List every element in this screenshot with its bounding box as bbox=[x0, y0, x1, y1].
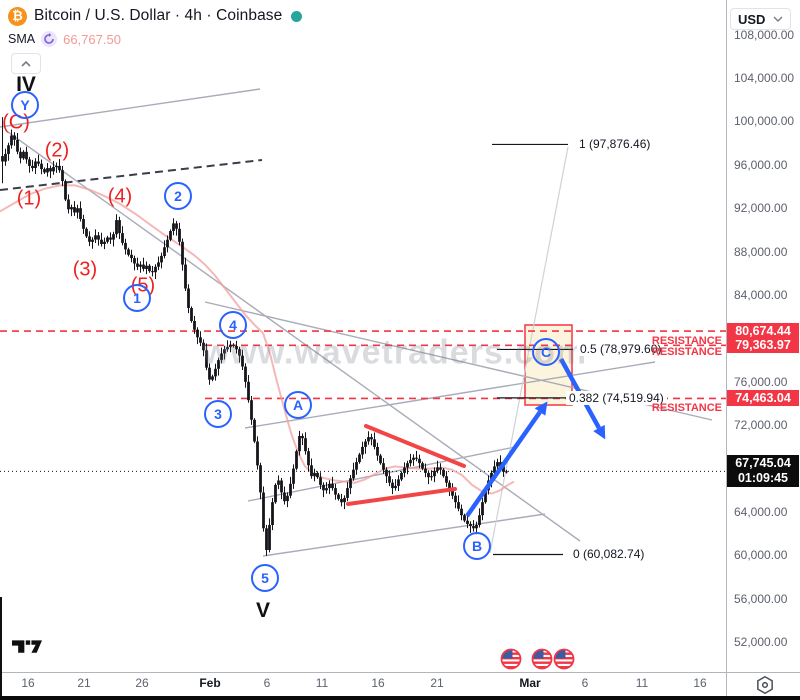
wave-circle-1[interactable]: 1 bbox=[123, 284, 151, 312]
time-tick-Mar: Mar bbox=[519, 676, 541, 690]
time-tick-11: 11 bbox=[635, 676, 649, 690]
market-status-dot[interactable] bbox=[291, 10, 303, 22]
fib-label-0.5: 0.5 (78,979.60) bbox=[577, 342, 665, 357]
wave-label-V[interactable]: V bbox=[255, 599, 271, 622]
resistance-price-badge: 80,674.44 bbox=[727, 323, 799, 340]
symbol-row[interactable]: ₿ Bitcoin / U.S. Dollar · 4h · Coinbase bbox=[8, 5, 303, 27]
economic-event-flag-icon[interactable] bbox=[500, 648, 522, 670]
wave-label-(4)[interactable]: (4) bbox=[107, 185, 133, 208]
fib-label-0: 0 (60,082.74) bbox=[570, 547, 648, 562]
wave-label-(1)[interactable]: (1) bbox=[16, 187, 42, 210]
price-axis-separator bbox=[726, 0, 727, 696]
time-tick-16: 16 bbox=[693, 676, 707, 690]
fib-label-1: 1 (97,876.46) bbox=[576, 137, 654, 152]
bearish-projection-arrow-head bbox=[593, 424, 606, 440]
time-tick-26: 26 bbox=[135, 676, 149, 690]
time-tick-16: 16 bbox=[21, 676, 35, 690]
bitcoin-icon: ₿ bbox=[8, 6, 27, 26]
wave-circle-A[interactable]: A bbox=[284, 391, 312, 419]
price-tick: 88,000.00 bbox=[734, 244, 788, 259]
legend: ₿ Bitcoin / U.S. Dollar · 4h · Coinbase … bbox=[8, 5, 303, 49]
time-tick-Feb: Feb bbox=[199, 676, 221, 690]
wave-label-IV[interactable]: IV bbox=[16, 73, 36, 96]
main-down-channel[interactable] bbox=[7, 131, 581, 542]
price-tick: 60,000.00 bbox=[734, 548, 788, 563]
indicator-row[interactable]: SMA 66,767.50 bbox=[8, 29, 302, 49]
bottom-border bbox=[0, 696, 800, 700]
price-tick: 100,000.00 bbox=[734, 114, 795, 129]
triangle-upper-red[interactable] bbox=[364, 424, 466, 468]
indicator-name[interactable]: SMA bbox=[8, 32, 36, 46]
axis-settings-icon[interactable] bbox=[754, 674, 776, 700]
tradingview-logo[interactable] bbox=[12, 639, 42, 660]
wave-circle-2[interactable]: 2 bbox=[164, 182, 192, 210]
time-tick-11: 11 bbox=[315, 676, 329, 690]
bar-countdown: 01:09:45 bbox=[737, 471, 789, 486]
price-tick: 92,000.00 bbox=[734, 201, 788, 216]
rising-support-line[interactable] bbox=[244, 361, 656, 429]
price-tick: 64,000.00 bbox=[734, 504, 788, 519]
time-axis-separator bbox=[0, 672, 800, 673]
bullish-projection-arrow-head bbox=[534, 401, 548, 416]
wave-circle-Y[interactable]: Y bbox=[11, 91, 39, 119]
currency-selector[interactable]: USD bbox=[730, 8, 791, 30]
price-tick: 96,000.00 bbox=[734, 157, 788, 172]
bottom-trendline[interactable] bbox=[262, 513, 546, 557]
wave-label-(2)[interactable]: (2) bbox=[44, 139, 70, 162]
wave-label-(3)[interactable]: (3) bbox=[72, 258, 98, 281]
chevron-up-icon bbox=[21, 60, 31, 67]
time-tick-21: 21 bbox=[77, 676, 91, 690]
bullish-projection-arrow[interactable] bbox=[465, 410, 542, 518]
collapse-button[interactable] bbox=[11, 53, 41, 74]
triangle-lower-gray[interactable] bbox=[247, 446, 516, 502]
watermark: www.wavetraders.com bbox=[202, 333, 588, 372]
time-tick-16: 16 bbox=[371, 676, 385, 690]
chevron-down-icon bbox=[773, 16, 783, 22]
price-tick: 84,000.00 bbox=[734, 287, 788, 302]
resistance-label-2: RESISTANCE bbox=[651, 346, 722, 358]
currency-label: USD bbox=[738, 11, 766, 27]
economic-event-flag-icon[interactable] bbox=[531, 648, 553, 670]
price-tick: 72,000.00 bbox=[734, 418, 788, 433]
price-tick: 56,000.00 bbox=[734, 591, 788, 606]
wave-circle-C[interactable]: C bbox=[532, 338, 560, 366]
indicator-value: 66,767.50 bbox=[63, 31, 121, 47]
sma-line[interactable] bbox=[0, 184, 515, 495]
price-tick: 76,000.00 bbox=[734, 374, 788, 389]
time-tick-21: 21 bbox=[430, 676, 444, 690]
wave-circle-4[interactable]: 4 bbox=[219, 311, 247, 339]
resistance-price-badge: 74,463.04 bbox=[727, 390, 799, 407]
wave-circle-3[interactable]: 3 bbox=[204, 400, 232, 428]
upper-channel-line[interactable] bbox=[0, 88, 261, 128]
dashed-trend-line[interactable] bbox=[0, 159, 263, 191]
triangle-lower-red[interactable] bbox=[346, 487, 457, 506]
left-edge-line bbox=[0, 597, 2, 696]
wave-circle-B[interactable]: B bbox=[463, 532, 491, 560]
time-tick-6: 6 bbox=[263, 676, 271, 690]
refresh-icon[interactable] bbox=[41, 31, 58, 47]
resistance-price-badge: 79,363.97 bbox=[727, 337, 799, 354]
time-tick-6: 6 bbox=[581, 676, 589, 690]
resistance-label-3: RESISTANCE bbox=[651, 402, 722, 414]
price-tick: 108,000.00 bbox=[734, 27, 795, 42]
price-tick: 104,000.00 bbox=[734, 71, 795, 85]
price-tick: 52,000.00 bbox=[734, 635, 788, 650]
fib-label-0.382: 0.382 (74,519.94) bbox=[566, 390, 667, 405]
current-price-badge: 67,745.04 01:09:45 bbox=[727, 455, 799, 488]
symbol-title[interactable]: Bitcoin / U.S. Dollar · 4h · Coinbase bbox=[34, 7, 283, 24]
resistance-label-1: RESISTANCE bbox=[651, 335, 722, 347]
wave-circle-5[interactable]: 5 bbox=[251, 564, 279, 592]
economic-event-flag-icon[interactable] bbox=[553, 648, 575, 670]
